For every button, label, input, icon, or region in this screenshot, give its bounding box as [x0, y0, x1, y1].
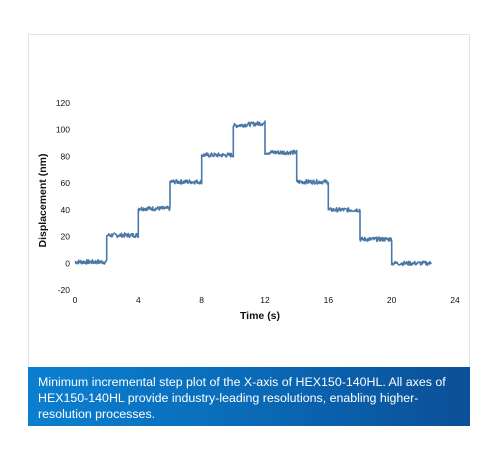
- y-tick-label: 120: [56, 98, 70, 108]
- series-group: [74, 120, 432, 267]
- x-tick-label: 0: [73, 295, 78, 305]
- series-line: [74, 120, 432, 267]
- x-axis-ticks: 0 4 8 12 16 20 24: [73, 295, 460, 305]
- y-tick-label: 60: [61, 178, 71, 188]
- x-tick-label: 12: [260, 295, 270, 305]
- x-tick-label: 4: [136, 295, 141, 305]
- y-axis-title: Displacement (nm): [37, 154, 49, 248]
- y-axis-ticks: 120 100 80 60 40 20 0 -20: [56, 98, 70, 295]
- y-tick-label: 100: [56, 125, 70, 135]
- x-tick-label: 8: [199, 295, 204, 305]
- x-axis-title: Time (s): [240, 310, 280, 322]
- y-tick-label: 40: [61, 205, 71, 215]
- x-tick-label: 24: [450, 295, 460, 305]
- y-tick-label: 0: [65, 258, 70, 268]
- y-tick-label: -20: [58, 285, 71, 295]
- x-tick-label: 16: [324, 295, 334, 305]
- y-tick-label: 80: [61, 151, 71, 161]
- x-tick-label: 20: [387, 295, 397, 305]
- y-tick-label: 20: [61, 232, 71, 242]
- figure-caption: Minimum incremental step plot of the X-a…: [28, 367, 470, 426]
- chart-card: [28, 34, 470, 426]
